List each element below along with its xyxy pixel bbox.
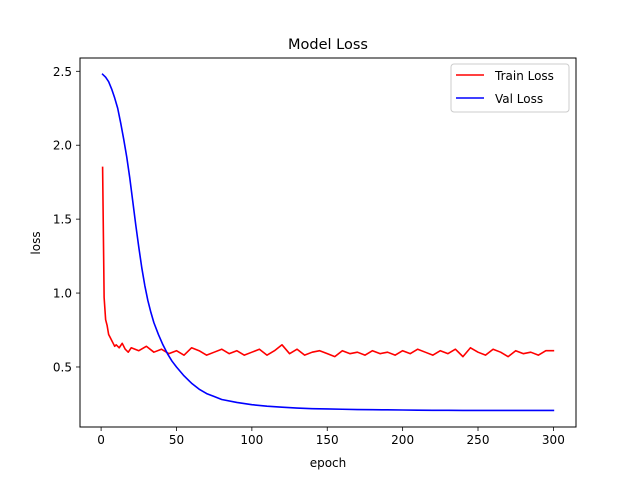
x-axis-label: epoch	[310, 456, 347, 470]
series-line-train-loss	[101, 166, 555, 358]
series-layer	[101, 73, 555, 412]
y-tick-label: 0.5	[53, 360, 72, 374]
y-tick-label: 1.0	[53, 287, 72, 301]
y-axis-ticks: 0.5 1.0 1.5 2.0 2.5	[53, 65, 80, 374]
y-tick-label: 1.5	[53, 213, 72, 227]
chart-title: Model Loss	[288, 37, 368, 53]
x-tick-label: 150	[316, 433, 339, 447]
legend: Train Loss Val Loss	[450, 63, 570, 113]
x-tick-label: 300	[542, 433, 565, 447]
y-tick-label: 2.5	[53, 65, 72, 79]
x-tick-label: 0	[97, 433, 105, 447]
plot-area	[80, 58, 576, 427]
legend-box	[450, 63, 570, 113]
x-tick-label: 250	[467, 433, 490, 447]
legend-label-train: Train Loss	[494, 69, 554, 83]
x-axis-ticks: 0 50 100 150 200 250 300	[97, 427, 565, 447]
y-tick-label: 2.0	[53, 139, 72, 153]
plot-frame	[79, 57, 577, 428]
x-tick-label: 50	[169, 433, 184, 447]
legend-label-val: Val Loss	[495, 92, 543, 106]
x-tick-label: 200	[391, 433, 414, 447]
series-line-val-loss	[101, 73, 555, 412]
x-tick-label: 100	[240, 433, 263, 447]
y-axis-label: loss	[29, 231, 43, 254]
